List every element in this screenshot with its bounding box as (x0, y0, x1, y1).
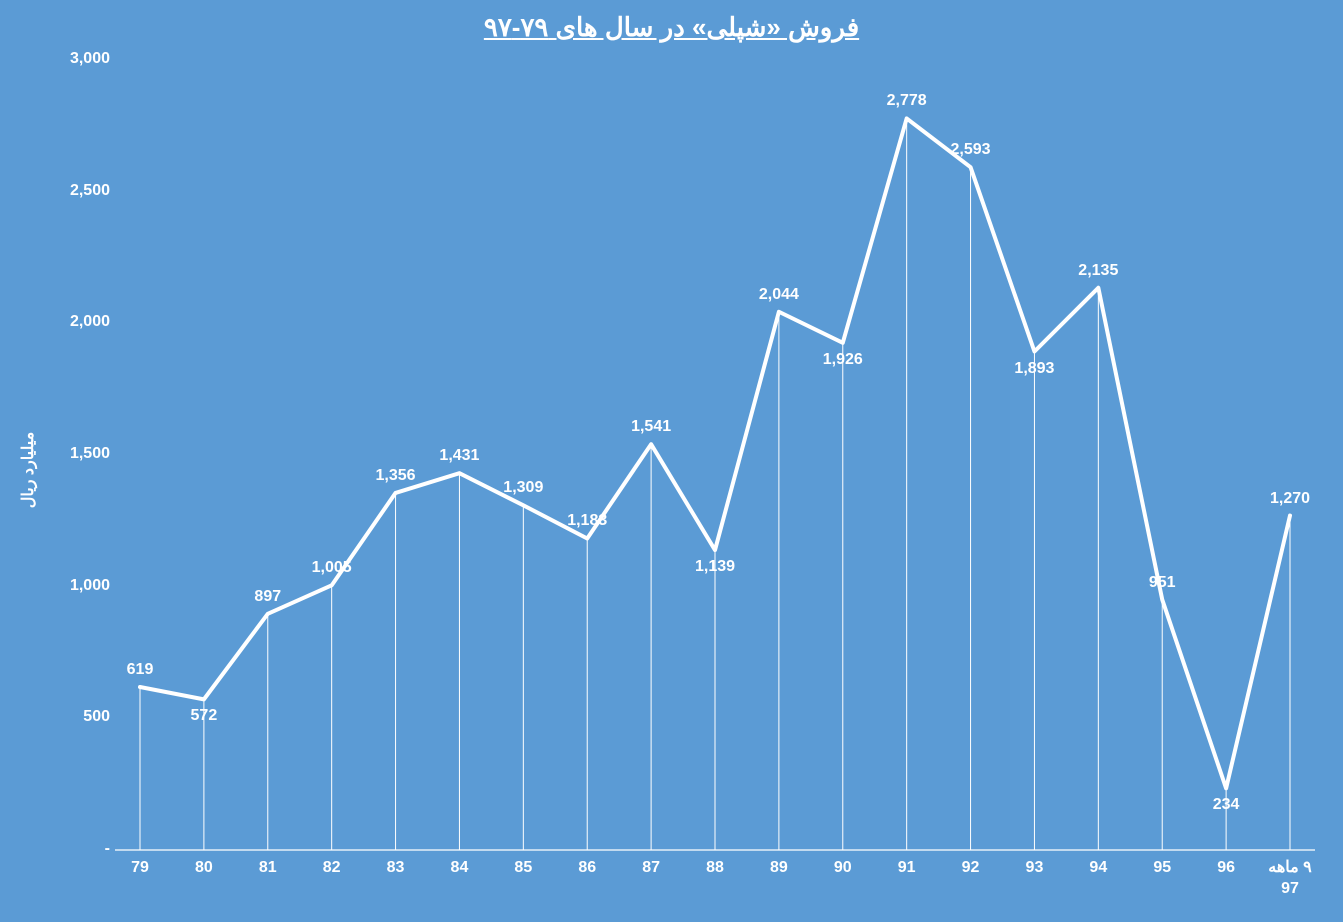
chart-container: فروش «شپلی» در سال های ۷۹-۹۷ میلیارد ریا… (0, 0, 1343, 922)
data-label: 1,005 (312, 559, 352, 577)
x-tick-label: 85 (514, 858, 532, 879)
data-label: 1,270 (1270, 490, 1310, 508)
x-tick-label: 80 (195, 858, 213, 879)
data-label: 1,926 (823, 351, 863, 369)
x-tick-label: 91 (898, 858, 916, 879)
data-label: 619 (127, 661, 154, 679)
x-tick-label: 94 (1089, 858, 1107, 879)
x-tick-label: 84 (451, 858, 469, 879)
y-tick-label: 1,500 (50, 445, 110, 463)
data-label: 2,135 (1078, 262, 1118, 280)
data-label: 2,044 (759, 286, 799, 304)
chart-svg (0, 0, 1343, 922)
data-label: 1,356 (376, 467, 416, 485)
data-label: 572 (191, 707, 218, 725)
x-tick-label: 86 (578, 858, 596, 879)
y-tick-label: 3,000 (50, 50, 110, 68)
x-tick-label: 93 (1026, 858, 1044, 879)
y-tick-label: 2,500 (50, 182, 110, 200)
x-tick-label: 81 (259, 858, 277, 879)
x-tick-label: 96 (1217, 858, 1235, 879)
y-tick-label: 1,000 (50, 577, 110, 595)
data-label: 897 (254, 588, 281, 606)
x-tick-label: 90 (834, 858, 852, 879)
data-label: 1,309 (503, 479, 543, 497)
data-label: 951 (1149, 574, 1176, 592)
x-tick-label: 95 (1153, 858, 1171, 879)
x-tick-label: 88 (706, 858, 724, 879)
data-label: 1,139 (695, 558, 735, 576)
x-tick-label: ۹ ماهه 97 (1268, 858, 1312, 900)
y-tick-label: - (50, 840, 110, 858)
y-tick-label: 500 (50, 708, 110, 726)
data-label: 1,541 (631, 418, 671, 436)
x-tick-label: 79 (131, 858, 149, 879)
x-tick-label: 82 (323, 858, 341, 879)
x-tick-label: 87 (642, 858, 660, 879)
data-label: 2,778 (887, 92, 927, 110)
data-label: 1,431 (439, 447, 479, 465)
y-tick-label: 2,000 (50, 313, 110, 331)
data-label: 234 (1213, 796, 1240, 814)
data-label: 2,593 (951, 141, 991, 159)
x-tick-label: 92 (962, 858, 980, 879)
data-label: 1,183 (567, 512, 607, 530)
data-label: 1,893 (1014, 360, 1054, 378)
x-tick-label: 89 (770, 858, 788, 879)
x-tick-label: 83 (387, 858, 405, 879)
